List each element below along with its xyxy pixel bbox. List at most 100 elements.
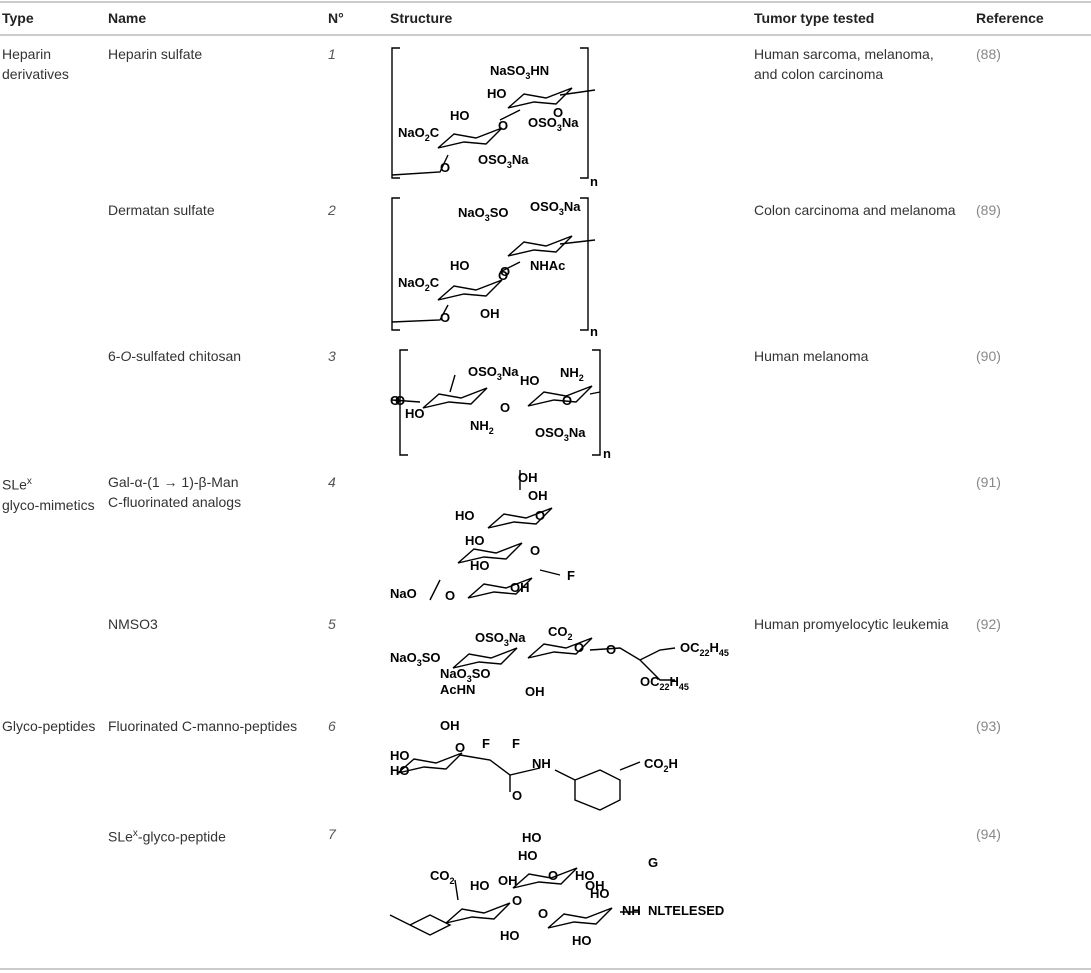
reference-cell: (94): [976, 826, 1001, 842]
name-cell: SLex-glyco-peptide: [108, 824, 226, 847]
atom-label: O: [395, 393, 405, 408]
ring: [512, 867, 578, 889]
atom-label: O: [455, 740, 465, 755]
bond: [429, 579, 441, 601]
ring: [527, 385, 593, 407]
bond: [499, 261, 521, 273]
name-cell: NMSO3: [108, 616, 158, 632]
text-segment: SLe: [2, 476, 27, 493]
bond: [459, 754, 541, 776]
atom-label: F: [567, 568, 575, 583]
atom-label: OH: [480, 306, 500, 321]
column-header: Name: [108, 10, 147, 26]
text-line: C-fluorinated analogs: [108, 494, 242, 510]
tumor-cell: Colon carcinoma and melanoma: [754, 202, 956, 218]
atom-label: NaO2C: [398, 125, 440, 143]
reference-cell: (89): [976, 202, 1001, 218]
atom-label: OH: [528, 488, 548, 503]
ring: [547, 907, 613, 929]
bond: [391, 154, 449, 176]
column-header: Structure: [390, 10, 453, 26]
bond: [639, 659, 675, 681]
number-cell: 6: [328, 718, 336, 734]
text-segment: O: [120, 348, 132, 364]
bond: [391, 197, 400, 331]
bond: [619, 761, 641, 771]
atom-label: NH2: [470, 418, 494, 436]
bond: [539, 569, 561, 576]
atom-label: NaO3SO: [458, 205, 509, 223]
reference-cell: (93): [976, 718, 1001, 734]
atom-label: OH: [518, 470, 538, 485]
text-line: Human sarcoma, melanoma,: [754, 46, 934, 62]
atom-label: HO: [487, 86, 507, 101]
bond: [454, 879, 459, 901]
number-cell: 2: [328, 202, 336, 218]
number-cell: 5: [328, 616, 336, 632]
atom-label: NaSO3HN: [490, 63, 549, 81]
type-cell: Heparin derivatives: [2, 44, 69, 84]
atom-label: HO: [590, 886, 610, 901]
name-cell: Gal-α-(1 → 1)-β-Man C-fluorinated analogs: [108, 472, 241, 512]
ring: [527, 637, 593, 659]
name-cell: Heparin sulfate: [108, 46, 203, 62]
atom-label: OSO3Na: [530, 199, 581, 217]
reference-cell: (88): [976, 46, 1001, 62]
atom-label: NH: [622, 903, 641, 918]
atom-label: O: [440, 160, 450, 175]
ring: [467, 577, 533, 599]
atom-label: O: [500, 400, 510, 415]
text-line: derivatives: [2, 66, 69, 82]
number-cell: 7: [328, 826, 336, 842]
text-segment: x: [132, 828, 138, 839]
atom-label: F: [482, 736, 490, 751]
atom-label: OH: [525, 684, 545, 699]
atom-label: HO: [455, 508, 475, 523]
number-cell: 1: [328, 46, 336, 62]
atom-label: OSO3Na: [535, 425, 586, 443]
reference-cell: (91): [976, 474, 1001, 490]
text-segment: SLe: [108, 828, 133, 845]
atom-label: n: [590, 324, 598, 339]
name-cell: Dermatan sulfate: [108, 202, 215, 218]
tumor-cell: Human melanoma: [754, 348, 869, 364]
reference-cell: (92): [976, 616, 1001, 632]
atom-label: NaO3SO: [440, 666, 491, 684]
text-segment: -sulfated chitosan: [131, 348, 242, 364]
atom-label: O: [500, 264, 510, 279]
atom-label: HO: [522, 830, 542, 845]
tumor-cell: Human sarcoma, melanoma, and colon carcin…: [754, 44, 934, 84]
atom-label: OSO3Na: [478, 152, 529, 170]
atom-label: HO: [575, 868, 595, 883]
text-line: Gal-α-(1 → 1)-β-Man: [108, 474, 239, 490]
atom-label: HO: [465, 533, 485, 548]
atom-label: CO2: [548, 624, 573, 642]
bond: [391, 47, 400, 179]
ring: [452, 647, 518, 669]
ring: [487, 507, 553, 529]
atom-label: O: [606, 642, 616, 657]
tumor-cell: Human promyelocytic leukemia: [754, 616, 949, 632]
bond: [589, 391, 601, 395]
atom-label: NaO: [390, 586, 417, 601]
atom-label: NaO3SO: [390, 650, 441, 668]
atom-label: NHAc: [530, 258, 565, 273]
atom-label: O: [440, 310, 450, 325]
text-segment: -glyco-peptide: [137, 828, 226, 845]
atom-label: CO2H: [644, 756, 678, 774]
atom-label: O: [530, 543, 540, 558]
atom-label: O: [512, 893, 522, 908]
atom-label: NH2: [560, 365, 584, 383]
bond: [559, 89, 596, 96]
bond: [580, 47, 589, 179]
bond: [589, 647, 676, 661]
atom-label: OH: [440, 718, 460, 733]
text-line: SLex: [2, 472, 95, 495]
atom-label: HO: [470, 558, 490, 573]
bond: [592, 349, 601, 456]
atom-label: HO: [500, 928, 520, 943]
ring: [457, 542, 523, 564]
bond: [499, 109, 521, 121]
